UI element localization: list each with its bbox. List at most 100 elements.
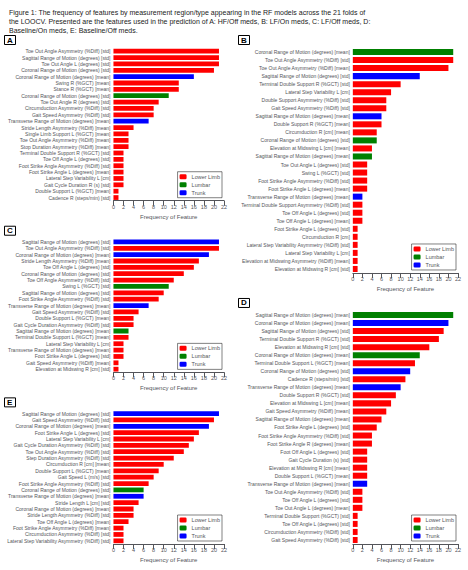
svg-text:Sagittal Range of Motion (degr: Sagittal Range of Motion (degrees) [std] [22,55,111,61]
svg-text:Transverse Range of Motion (de: Transverse Range of Motion (degrees) [me… [8,118,111,124]
svg-text:Toe Off Angle L (degrees) [mea: Toe Off Angle L (degrees) [mean] [276,218,350,224]
svg-text:12: 12 [171,375,177,381]
svg-text:Swing R (%GCT) [mean]: Swing R (%GCT) [mean] [55,80,111,86]
svg-text:Coronal Range of Motion (degre: Coronal Range of Motion (degrees) [mean] [255,320,351,326]
svg-text:Transverse Range of Motion (de: Transverse Range of Motion (degrees) [me… [8,347,111,353]
svg-text:Foot Strike Angle Asymmetry (%: Foot Strike Angle Asymmetry (%Diff) [std… [19,296,111,302]
svg-text:Toe Out Angle L (degrees) [std: Toe Out Angle L (degrees) [std] [41,61,111,67]
svg-text:Toe Off Angle Asymmetry (%Diff: Toe Off Angle Asymmetry (%Diff) [std] [27,277,111,283]
svg-text:Stride Length Asymmetry (%Diff: Stride Length Asymmetry (%Diff) [mean] [21,258,111,264]
svg-text:Coronal Range of Motion (degre: Coronal Range of Motion (degrees) [std] [261,368,351,374]
svg-text:Sagittal Range of Motion (degr: Sagittal Range of Motion (degrees) [mean… [256,113,351,119]
svg-text:Trunk: Trunk [192,533,206,539]
svg-text:Circumduction R [cm] [mean]: Circumduction R [cm] [mean] [285,129,350,135]
svg-text:Coronal Range of Motion (degre: Coronal Range of Motion (degrees) [std] [261,137,351,143]
svg-text:Toe Off Angle L (degrees) [mea: Toe Off Angle L (degrees) [mean] [37,519,111,525]
svg-text:Foot Strike Angle Asymmetry (%: Foot Strike Angle Asymmetry (%Diff) [std… [19,163,111,169]
svg-text:Foot Strike Angle L (degrees): Foot Strike Angle L (degrees) [std] [274,424,350,430]
svg-text:Trunk: Trunk [192,190,206,196]
svg-text:Double Support L (%GCT) [mean]: Double Support L (%GCT) [mean] [35,188,111,194]
svg-text:Transverse Range of Motion (de: Transverse Range of Motion (degrees) [me… [8,303,111,309]
svg-text:20: 20 [211,375,217,381]
svg-text:Transverse Range of Motion (de: Transverse Range of Motion (degrees) [me… [247,481,350,487]
svg-text:Circumduction Asymmetry (%Diff: Circumduction Asymmetry (%Diff) [std] [25,531,111,537]
svg-text:8: 8 [390,276,393,282]
svg-text:8: 8 [390,547,393,553]
svg-text:20: 20 [445,276,451,282]
svg-text:Terminal Double Support L (%GC: Terminal Double Support L (%GCT) [mean] [254,360,350,366]
svg-text:Gait Speed Asymmetry (%Diff) [: Gait Speed Asymmetry (%Diff) [std] [32,417,111,423]
svg-text:Gait Cycle Duration Asymmetry: Gait Cycle Duration Asymmetry (%Diff) [s… [14,322,111,328]
svg-text:8: 8 [152,204,155,210]
svg-text:Toe Out Angle Asymmetry (%Diff: Toe Out Angle Asymmetry (%Diff) [mean] [259,65,350,71]
svg-text:Sagittal Range of Motion (degr: Sagittal Range of Motion (degrees) [mean… [256,416,351,422]
svg-text:16: 16 [191,547,197,553]
svg-text:Double Support Asymmetry (%Dif: Double Support Asymmetry (%Diff) [std] [262,97,351,103]
svg-text:Circumduction R [cm] [mean]: Circumduction R [cm] [mean] [46,461,111,467]
svg-text:0: 0 [112,547,115,553]
svg-text:Gait Speed Asymmetry (%Diff) [: Gait Speed Asymmetry (%Diff) [mean] [265,408,350,414]
svg-text:Toe Out Angle R (degrees) [std: Toe Out Angle R (degrees) [std] [40,99,111,105]
svg-text:Lower Limb: Lower Limb [426,246,454,252]
svg-text:10: 10 [161,375,167,381]
svg-text:Coronal Range of Motion (degre: Coronal Range of Motion (degrees) [mean] [15,423,111,429]
svg-text:20: 20 [211,204,217,210]
svg-text:16: 16 [426,276,432,282]
svg-text:Coronal Range of Motion (degre: Coronal Range of Motion (degrees) [mean] [15,506,111,512]
svg-text:the LOOCV. Presented are the f: the LOOCV. Presented are the features us… [9,18,370,26]
svg-text:Transverse Range of Motion (de: Transverse Range of Motion (degrees) [me… [247,194,350,200]
svg-text:14: 14 [181,547,187,553]
svg-text:Cadence R (steps/min) [std]: Cadence R (steps/min) [std] [48,195,111,201]
svg-text:Toe Out Angle Asymmetry (%Diff: Toe Out Angle Asymmetry (%Diff) [std] [265,57,351,63]
svg-text:Toe Off Angle L (degrees) [std: Toe Off Angle L (degrees) [std] [282,521,350,527]
svg-text:Gait Speed Asymmetry (%Diff) [: Gait Speed Asymmetry (%Diff) [std] [271,537,350,543]
svg-text:2: 2 [122,204,125,210]
svg-text:Double Support L (%GCT) [mean]: Double Support L (%GCT) [mean] [35,468,111,474]
svg-text:Figure 1: The frequency of fea: Figure 1: The frequency of features by m… [9,9,365,17]
svg-text:Sagittal Range of Motion (degr: Sagittal Range of Motion (degrees) [std] [22,239,111,245]
svg-text:Toe Off Angle L (degrees) [std: Toe Off Angle L (degrees) [std] [43,156,111,162]
svg-text:Coronal Range of Motion (degre: Coronal Range of Motion (degrees) [std] [21,67,111,73]
svg-text:Foot Strike Angle Asymmetry (%: Foot Strike Angle Asymmetry (%Diff) [std… [258,178,350,184]
svg-text:10: 10 [398,276,404,282]
svg-text:Toe Out Angle Asymmetry (%Diff: Toe Out Angle Asymmetry (%Diff) [mean] [20,137,111,143]
svg-text:Gait Speed Asymmetry (%Diff) [: Gait Speed Asymmetry (%Diff) [mean] [26,360,111,366]
svg-text:Foot Off Angle L (degrees) [st: Foot Off Angle L (degrees) [std] [280,449,350,455]
svg-text:Sagittal Range of Motion (degr: Sagittal Range of Motion (degrees) [mean… [256,153,351,159]
svg-text:6: 6 [380,547,383,553]
svg-text:20: 20 [211,547,217,553]
svg-text:Toe Out Angle L (degrees) [std: Toe Out Angle L (degrees) [std] [281,162,351,168]
svg-text:12: 12 [407,547,413,553]
svg-text:2: 2 [361,276,364,282]
svg-text:Foot Strike Angle L (degrees): Foot Strike Angle L (degrees) [mean] [268,186,350,192]
svg-text:Lower Limb: Lower Limb [192,174,220,180]
svg-text:16: 16 [191,204,197,210]
svg-text:4: 4 [370,276,373,282]
svg-text:Trunk: Trunk [426,262,440,268]
svg-text:Toe Off Angle L (degrees) [std: Toe Off Angle L (degrees) [std] [282,210,350,216]
svg-text:Sagittal Range of Motion (degr: Sagittal Range of Motion (degrees) [mean… [16,328,111,334]
svg-text:4: 4 [132,204,135,210]
svg-text:Foot Strike Angle L (degrees): Foot Strike Angle L (degrees) [std] [274,226,350,232]
svg-text:22: 22 [221,375,227,381]
svg-text:Trunk: Trunk [426,533,440,539]
svg-text:Elevation at Midswing L [cm] [: Elevation at Midswing L [cm] [mean] [270,145,350,151]
svg-text:Toe Out Angle Asymmetry (%Diff: Toe Out Angle Asymmetry (%Diff) [std] [265,489,351,495]
svg-text:Lateral Step Variability L [cm: Lateral Step Variability L [cm] [285,250,350,256]
svg-text:Double Support R (%GCT) [mean]: Double Support R (%GCT) [mean] [274,121,351,127]
svg-text:Toe Off Angle L (degrees) [std: Toe Off Angle L (degrees) [std] [282,497,350,503]
svg-text:Lumbar: Lumbar [426,254,445,260]
svg-text:Coronal Range of Motion (degre: Coronal Range of Motion (degrees) [mean] [255,352,351,358]
svg-text:Lateral Step Variability L [cm: Lateral Step Variability L [cm] [285,89,350,95]
svg-text:16: 16 [191,375,197,381]
svg-text:4: 4 [370,547,373,553]
svg-text:12: 12 [171,547,177,553]
svg-text:Sagittal Range of Motion (degr: Sagittal Range of Motion (degrees) [std] [22,411,111,417]
svg-text:Toe Out Angle L (degrees) [mea: Toe Out Angle L (degrees) [mean] [275,505,350,511]
svg-text:Trunk: Trunk [192,361,206,367]
svg-text:Coronal Range of Motion (degre: Coronal Range of Motion (degrees) [mean] [15,252,111,258]
svg-text:Double Support L (%GCT) [mean]: Double Support L (%GCT) [mean] [275,473,351,479]
svg-text:6: 6 [380,276,383,282]
svg-text:A: A [7,36,13,45]
svg-text:4: 4 [132,375,135,381]
